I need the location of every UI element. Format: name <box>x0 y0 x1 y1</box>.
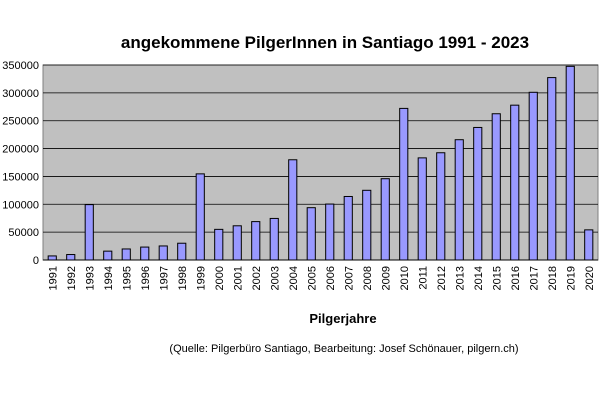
bar-1996 <box>140 246 150 261</box>
x-tick-label: 2010 <box>399 266 411 290</box>
bar-2018 <box>547 77 557 261</box>
x-tick-label: 2020 <box>584 266 596 290</box>
y-tick-label: 0 <box>33 255 39 267</box>
y-tick-label: 350000 <box>2 60 39 72</box>
bar-1992 <box>66 254 76 261</box>
x-tick-label: 2018 <box>547 266 559 290</box>
y-tick-label: 250000 <box>2 116 39 128</box>
bar-1993 <box>84 204 94 261</box>
bar-2009 <box>380 178 390 261</box>
bar-1999 <box>195 173 205 261</box>
bar-2001 <box>232 225 242 261</box>
bar-1995 <box>121 248 131 261</box>
bar-2015 <box>491 113 501 261</box>
x-axis-label: Pilgerjahre <box>309 311 376 326</box>
y-tick-label: 300000 <box>2 88 39 100</box>
x-tick-label: 2013 <box>454 266 466 290</box>
bar-2011 <box>417 157 427 261</box>
x-tick-label: 2007 <box>343 266 355 290</box>
x-tick-label: 1997 <box>158 266 170 290</box>
x-tick-label: 1993 <box>84 266 96 290</box>
x-tick-label: 2009 <box>380 266 392 290</box>
x-tick-label: 1992 <box>66 266 78 290</box>
x-tick-label: 2014 <box>473 266 485 290</box>
source-note: (Quelle: Pilgerbüro Santiago, Bearbeitun… <box>169 343 518 355</box>
x-axis-ticks: 1991 1992 1993 1994 1995 1996 1997 1998 1999 2000… <box>47 266 596 290</box>
y-tick-label: 50000 <box>8 227 39 239</box>
x-tick-label: 1991 <box>47 266 59 290</box>
bar-2020 <box>584 229 594 261</box>
bar-1998 <box>177 242 187 261</box>
x-tick-label: 2001 <box>232 266 244 290</box>
x-tick-label: 2008 <box>362 266 374 290</box>
x-tick-label: 1994 <box>103 266 115 290</box>
plot-area <box>42 64 599 261</box>
bar-2006 <box>325 203 335 261</box>
bar-2010 <box>399 107 409 261</box>
bar-2014 <box>473 126 483 261</box>
x-tick-label: 2003 <box>269 266 281 290</box>
bar-1991 <box>47 255 57 261</box>
bar-2013 <box>454 139 464 261</box>
bar-2005 <box>306 207 316 261</box>
x-tick-label: 1999 <box>195 266 207 290</box>
y-tick-label: 200000 <box>2 144 39 156</box>
bar-2016 <box>510 104 520 261</box>
bar-2008 <box>362 189 372 261</box>
bar-2003 <box>269 217 279 261</box>
y-tick-label: 150000 <box>2 171 39 183</box>
bar-2007 <box>343 195 353 261</box>
x-tick-label: 1995 <box>121 266 133 290</box>
x-tick-label: 2002 <box>251 266 263 290</box>
chart-title: angekommene PilgerInnen in Santiago 1991… <box>121 33 529 52</box>
x-tick-label: 2005 <box>306 266 318 290</box>
bar-1994 <box>103 250 113 261</box>
y-tick-label: 100000 <box>2 199 39 211</box>
x-tick-label: 2006 <box>325 266 337 290</box>
bar-2017 <box>528 91 538 261</box>
x-tick-label: 2004 <box>288 266 300 290</box>
bar-2004 <box>288 159 298 261</box>
x-tick-label: 2011 <box>417 266 429 290</box>
x-tick-label: 2000 <box>214 266 226 290</box>
x-tick-label: 1998 <box>177 266 189 290</box>
bar-1997 <box>158 245 168 261</box>
gridlines <box>43 64 598 233</box>
bar-2000 <box>214 228 224 261</box>
x-tick-label: 2017 <box>528 266 540 290</box>
x-tick-label: 2015 <box>491 266 503 290</box>
x-tick-label: 2019 <box>565 266 577 290</box>
y-axis-ticks: 0 50000 100000 150000 200000 250000 300000 3500… <box>2 60 39 267</box>
x-tick-label: 2016 <box>510 266 522 290</box>
bar-2019 <box>565 65 575 261</box>
x-tick-label: 2012 <box>436 266 448 290</box>
bar-2002 <box>251 221 261 261</box>
bar-2012 <box>436 152 446 261</box>
x-tick-label: 1996 <box>140 266 152 290</box>
